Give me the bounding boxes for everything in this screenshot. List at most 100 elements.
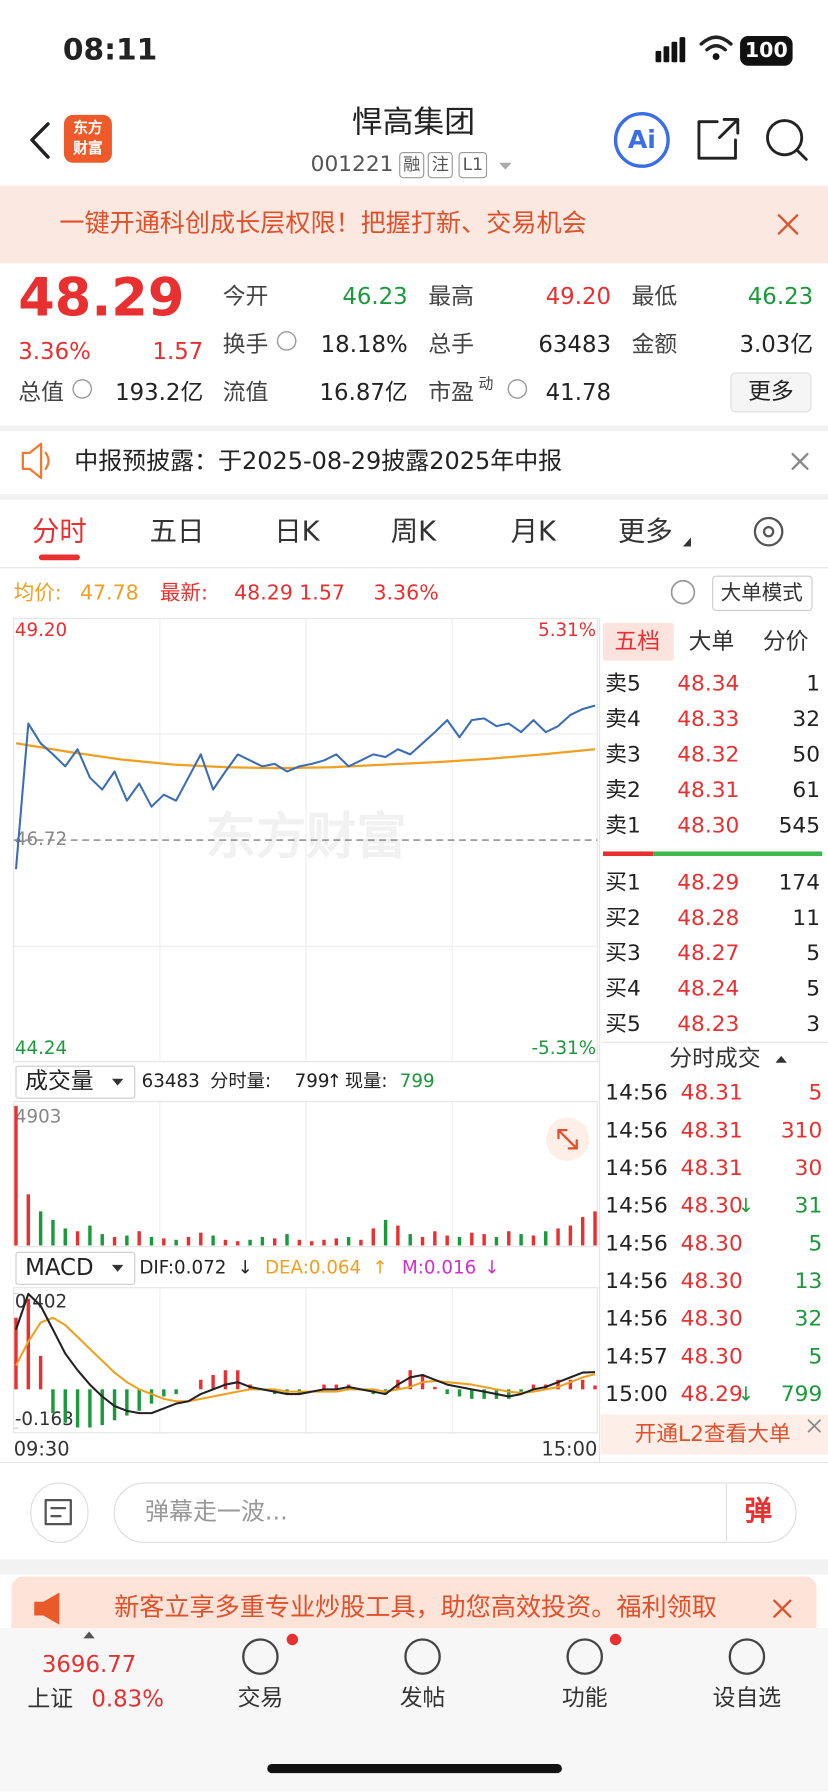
trade-time: 14:56 [605,1307,667,1332]
volume-bar [568,1225,573,1246]
trade-price: 48.31 [681,1118,743,1143]
chart-tab[interactable]: 月K [511,516,557,547]
dif-label: DIF:0.072 [139,1257,226,1278]
field-value: 3.03亿 [739,332,813,358]
notice-text: 中报预披露：于2025-08-29披露2025年中报 [74,447,562,475]
selector-box [15,1065,136,1099]
chart-tab[interactable]: 分时 [32,516,87,547]
order-book-tab[interactable]: 分价 [763,629,809,655]
macd-bar [26,1298,31,1390]
volume-bar [457,1236,462,1246]
trade-price: 48.31 [681,1156,743,1181]
order-level: 买2 [605,906,640,931]
mode-box [712,575,813,612]
nav-icon[interactable] [566,1638,604,1675]
index-change: 0.83% [91,1687,164,1713]
order-price: 48.31 [677,778,739,803]
info-icon [507,379,528,399]
selector-box [15,1251,136,1285]
macd-bar [88,1389,92,1428]
field-label: 市盈 [428,380,474,406]
comment-glyph [44,1499,72,1526]
search-icon[interactable] [766,119,804,157]
nav-item[interactable]: 发帖 [400,1685,446,1711]
chart-tab[interactable]: 周K [391,516,437,547]
stock-tag: L1 [463,155,483,175]
volume-bar [51,1219,55,1246]
m-label: M:0.016 [402,1257,476,1278]
volume-bar [396,1225,400,1246]
field-value: 41.78 [546,380,611,406]
mode-button[interactable]: 大单模式 [721,580,803,604]
volume-bar [334,1238,339,1246]
macd-bar [519,1389,523,1392]
order-book-tab[interactable]: 大单 [689,629,735,655]
nav-icon[interactable] [404,1638,441,1675]
nav-item[interactable]: 交易 [238,1685,284,1711]
chart-tab[interactable]: 更多 [618,516,673,547]
order-level: 买5 [605,1012,640,1037]
trades-title: 分时成交 [669,1046,760,1072]
macd-bar [322,1384,326,1390]
minute-volume: 799 [295,1071,330,1092]
volume-bar [433,1231,437,1246]
nav-item[interactable]: 设自选 [713,1685,782,1711]
trade-volume: 31 [795,1194,823,1219]
macd-bar [63,1389,67,1423]
volume-bar [346,1236,351,1246]
signal-bar [671,41,678,63]
chart-tab[interactable]: 五日 [150,516,205,547]
macd-bar [531,1384,536,1390]
logo-text: 财富 [73,139,103,157]
macd-bar [14,1317,18,1390]
help-icon[interactable] [670,579,696,605]
nav-icon[interactable] [242,1638,279,1675]
order-book-tab[interactable]: 五档 [614,629,660,655]
volume-bar [383,1219,388,1246]
share-icon [697,117,740,160]
order-volume: 61 [792,778,820,803]
order-volume: 5 [806,977,820,1002]
l2-promo[interactable]: 开通L2查看大单 [635,1422,791,1447]
field-value: 46.23 [748,284,813,310]
volume-bar [125,1235,129,1246]
more-button-label[interactable]: 更多 [748,379,794,405]
nav-item[interactable]: 功能 [562,1685,608,1711]
m-arrow: ↓ [484,1257,499,1278]
trade-arrow: ↓ [738,1194,754,1217]
pct-label: -5.31% [532,1038,597,1059]
macd-bar [137,1389,141,1411]
nav-icon[interactable] [728,1638,766,1675]
trade-volume: 5 [808,1231,822,1256]
stock-code: 001221 [311,152,394,177]
settings-icon[interactable] [753,516,784,547]
indicator-selector[interactable]: MACD [25,1255,93,1281]
volume-bar [297,1239,302,1246]
minute-volume-label: 分时量: [210,1071,271,1092]
wifi-icon [699,35,733,52]
trade-arrow: ↓ [738,1383,754,1406]
macd-bar [125,1389,129,1416]
volume-bar [223,1239,228,1246]
ai-button[interactable] [613,111,670,168]
index-value: 3696.77 [42,1652,136,1678]
ad-text[interactable]: 新客立享多重专业炒股工具，助您高效投资。福利领取 [114,1593,717,1622]
volume-bar [556,1228,560,1246]
indicator-selector[interactable]: 成交量 [25,1069,93,1095]
danmaku-button[interactable]: 弹 [745,1496,772,1527]
chart-tab[interactable]: 日K [274,516,320,547]
macd-bar [482,1389,486,1399]
field-label: 最高 [428,284,474,310]
volume-bar [371,1228,375,1246]
order-price: 48.24 [677,977,739,1002]
banner-text[interactable]: 一键开通科创成长层权限！把握打新、交易机会 [59,208,586,237]
order-level: 卖3 [605,743,640,768]
dropdown [499,162,512,170]
volume-bar [199,1232,203,1246]
x-tick-label: 15:00 [541,1437,597,1460]
comment-placeholder[interactable]: 弹幕走一波... [145,1498,288,1526]
macd-bar [433,1386,437,1390]
trade-time: 14:56 [605,1118,667,1143]
trade-price: 48.30 [681,1231,743,1256]
